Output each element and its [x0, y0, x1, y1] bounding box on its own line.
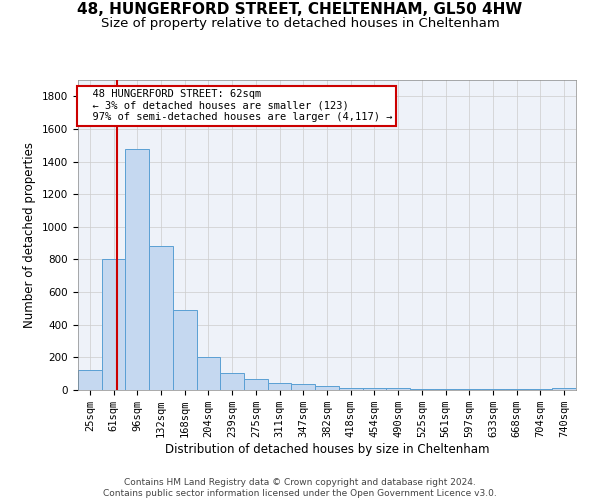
Bar [386, 388, 410, 390]
Bar [552, 388, 576, 390]
Bar [362, 388, 386, 390]
Bar [268, 384, 292, 390]
Text: Size of property relative to detached houses in Cheltenham: Size of property relative to detached ho… [101, 18, 499, 30]
Bar [149, 246, 173, 390]
Y-axis label: Number of detached properties: Number of detached properties [23, 142, 37, 328]
Bar [220, 373, 244, 390]
Bar [481, 389, 505, 390]
Bar [505, 389, 529, 390]
Bar [339, 388, 362, 390]
Bar [434, 389, 457, 390]
Bar [244, 380, 268, 390]
Bar [78, 370, 102, 390]
Bar [125, 148, 149, 390]
Bar [315, 386, 339, 390]
Bar [457, 389, 481, 390]
Text: 48, HUNGERFORD STREET, CHELTENHAM, GL50 4HW: 48, HUNGERFORD STREET, CHELTENHAM, GL50 … [77, 2, 523, 18]
Bar [102, 260, 125, 390]
Bar [410, 389, 434, 390]
Text: Distribution of detached houses by size in Cheltenham: Distribution of detached houses by size … [165, 442, 489, 456]
Bar [529, 389, 552, 390]
Bar [197, 356, 220, 390]
Bar [173, 310, 197, 390]
Text: Contains HM Land Registry data © Crown copyright and database right 2024.
Contai: Contains HM Land Registry data © Crown c… [103, 478, 497, 498]
Bar [292, 384, 315, 390]
Text: 48 HUNGERFORD STREET: 62sqm
  ← 3% of detached houses are smaller (123)
  97% of: 48 HUNGERFORD STREET: 62sqm ← 3% of deta… [80, 90, 393, 122]
